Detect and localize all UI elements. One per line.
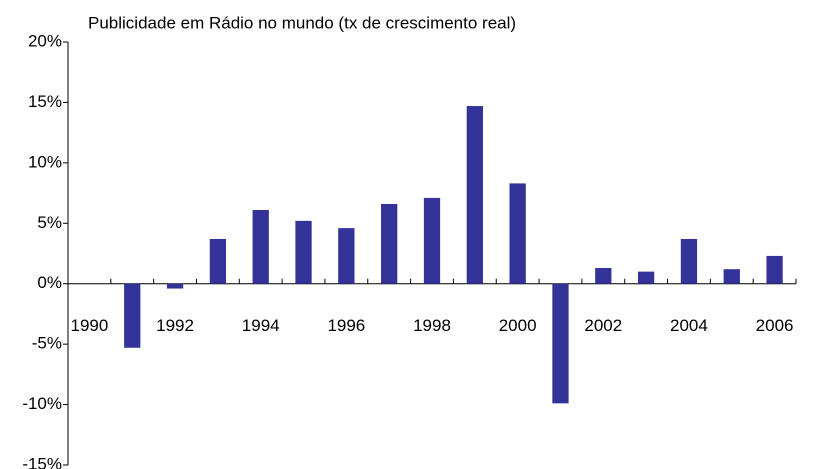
x-tick-label: 2004 xyxy=(670,316,708,335)
x-tick-label: 1990 xyxy=(70,316,108,335)
bar xyxy=(766,255,783,284)
x-tick-label: 2006 xyxy=(756,316,794,335)
y-tick-label: 5% xyxy=(37,213,62,232)
bar xyxy=(509,183,526,284)
bar xyxy=(637,271,655,284)
y-tick-label: 0% xyxy=(37,273,62,292)
bar xyxy=(466,106,483,284)
bar xyxy=(381,203,398,284)
y-tick-label: -5% xyxy=(32,334,62,353)
bar xyxy=(423,197,441,284)
bar xyxy=(338,228,355,284)
x-tick-label: 1994 xyxy=(242,316,280,335)
bar xyxy=(552,283,569,404)
bar xyxy=(723,269,740,284)
chart-title: Publicidade em Rádio no mundo (tx de cre… xyxy=(88,13,516,32)
y-tick-label: 15% xyxy=(28,92,62,111)
bar xyxy=(252,209,269,284)
y-tick-label: -10% xyxy=(22,394,62,413)
x-tick-label: 2000 xyxy=(499,316,537,335)
bar xyxy=(680,238,698,284)
x-tick-label: 2002 xyxy=(584,316,622,335)
y-tick-label: -15% xyxy=(22,454,62,469)
bar xyxy=(595,268,612,284)
y-tick-label: 10% xyxy=(28,152,62,171)
bar xyxy=(295,220,312,284)
x-tick-label: 1996 xyxy=(327,316,365,335)
bar xyxy=(124,283,141,348)
bar xyxy=(166,283,184,289)
bar xyxy=(209,238,227,284)
x-tick-label: 1998 xyxy=(413,316,451,335)
y-tick-label: 20% xyxy=(28,31,62,50)
x-tick-label: 1992 xyxy=(156,316,194,335)
